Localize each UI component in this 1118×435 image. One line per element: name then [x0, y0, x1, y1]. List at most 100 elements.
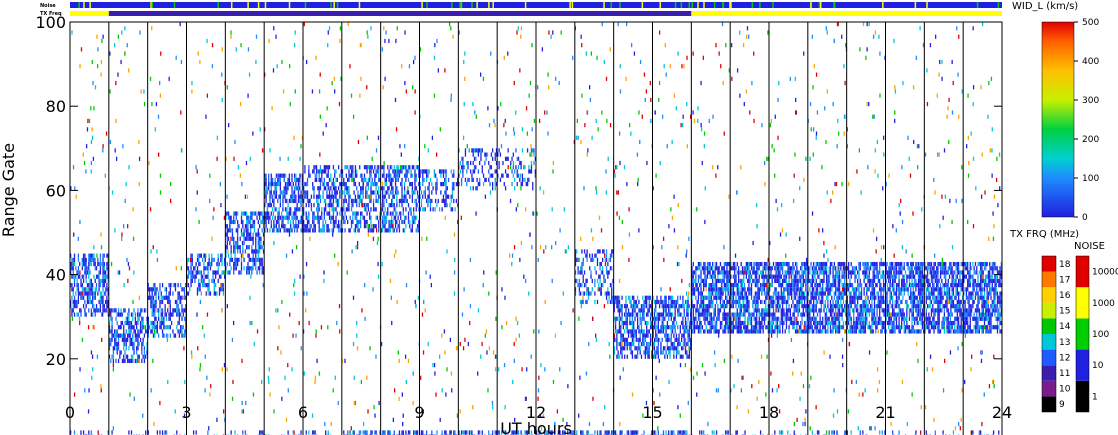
echo-cell: [451, 194, 454, 199]
echo-cell: [656, 346, 658, 351]
echo-cell: [836, 316, 838, 321]
echo-cell: [753, 261, 755, 267]
echo-cell: [90, 283, 93, 288]
echo-cell: [629, 299, 631, 305]
echo-cell: [811, 291, 814, 296]
echo-cell: [846, 304, 848, 309]
echo-cell: [710, 274, 713, 279]
echo-cell: [98, 299, 100, 305]
echo-cell: [258, 215, 261, 220]
noise-bar-tick: [810, 2, 812, 8]
echo-cell: [258, 240, 261, 246]
echo-cell: [202, 283, 204, 288]
echo-cell: [328, 190, 331, 195]
echo-cell: [151, 320, 153, 326]
echo-cell: [117, 325, 120, 330]
echo-cell: [723, 308, 725, 313]
echo-cell: [837, 287, 839, 292]
echo-cell: [477, 181, 480, 187]
echo-cell: [814, 283, 816, 288]
echo-cell: [794, 308, 797, 313]
echo-cell: [159, 304, 161, 309]
echo-cell: [709, 270, 711, 275]
echo-cell: [750, 320, 753, 326]
echo-cell: [125, 316, 127, 321]
echo-cell: [90, 287, 93, 292]
echo-cell: [898, 261, 900, 267]
echo-cell: [715, 287, 718, 292]
echo-cell: [445, 190, 447, 195]
echo-cell: [784, 295, 786, 300]
echo-cell: [388, 173, 390, 178]
echo-cell: [724, 283, 727, 288]
echo-cell: [753, 329, 755, 334]
echo-cell: [749, 329, 751, 334]
echo-cell: [376, 169, 379, 174]
echo-cell: [147, 320, 149, 326]
echo-cell: [687, 312, 689, 317]
echo-cell: [730, 295, 732, 300]
echo-cell: [871, 299, 873, 305]
echo-cell: [248, 219, 250, 225]
echo-cell: [155, 316, 157, 321]
echo-cell: [778, 283, 780, 288]
echo-cell: [739, 329, 741, 334]
echo-cell: [855, 320, 858, 326]
echo-cell: [809, 312, 811, 317]
echo-cell: [692, 325, 694, 330]
echo-cell: [94, 308, 96, 313]
echo-cell: [76, 278, 78, 284]
echo-cell: [604, 257, 606, 262]
echo-cell: [761, 287, 763, 292]
echo-cell: [292, 211, 294, 216]
echo-cell: [680, 337, 683, 342]
echo-cell: [881, 295, 883, 300]
echo-cell: [381, 224, 384, 229]
echo-cell: [590, 270, 592, 275]
echo-cell: [823, 304, 825, 309]
echo-cell: [378, 228, 380, 233]
echo-cell: [776, 291, 779, 296]
echo-cell: [880, 287, 882, 292]
echo-cell: [358, 203, 360, 208]
echo-cell: [709, 295, 711, 300]
echo-cell: [895, 316, 898, 321]
echo-cell: [413, 211, 415, 216]
echo-cell: [732, 287, 735, 292]
echo-cell: [115, 333, 117, 338]
echo-cell: [696, 320, 698, 326]
echo-cell: [860, 291, 863, 296]
noise-bar-tick: [83, 2, 85, 8]
echo-cell: [103, 283, 105, 288]
echo-cell: [290, 207, 292, 212]
echo-cell: [879, 287, 881, 292]
echo-cell: [831, 283, 833, 288]
echo-cell: [621, 346, 623, 351]
echo-cell: [718, 316, 720, 321]
echo-cell: [511, 181, 513, 187]
echo-cell: [394, 219, 397, 225]
echo-cell: [616, 333, 618, 338]
echo-cell: [794, 287, 797, 292]
echo-cell: [858, 316, 860, 321]
echo-cell: [422, 173, 424, 178]
echo-cell: [160, 325, 162, 330]
echo-cell: [765, 266, 767, 271]
echo-cell: [99, 257, 102, 262]
echo-cell: [203, 261, 205, 267]
echo-cell: [705, 274, 707, 279]
echo-cell: [71, 257, 73, 262]
echo-cell: [862, 261, 864, 267]
echo-cell: [611, 291, 613, 296]
echo-cell: [898, 295, 900, 300]
echo-cell: [882, 291, 885, 296]
echo-cell: [692, 291, 694, 296]
echo-cell: [173, 333, 175, 338]
echo-cell: [256, 232, 258, 237]
echo-cell: [513, 169, 516, 174]
echo-cell: [766, 308, 768, 313]
echo-cell: [846, 312, 848, 317]
echo-cell: [614, 299, 617, 305]
echo-cell: [334, 224, 336, 229]
echo-cell: [625, 299, 627, 305]
